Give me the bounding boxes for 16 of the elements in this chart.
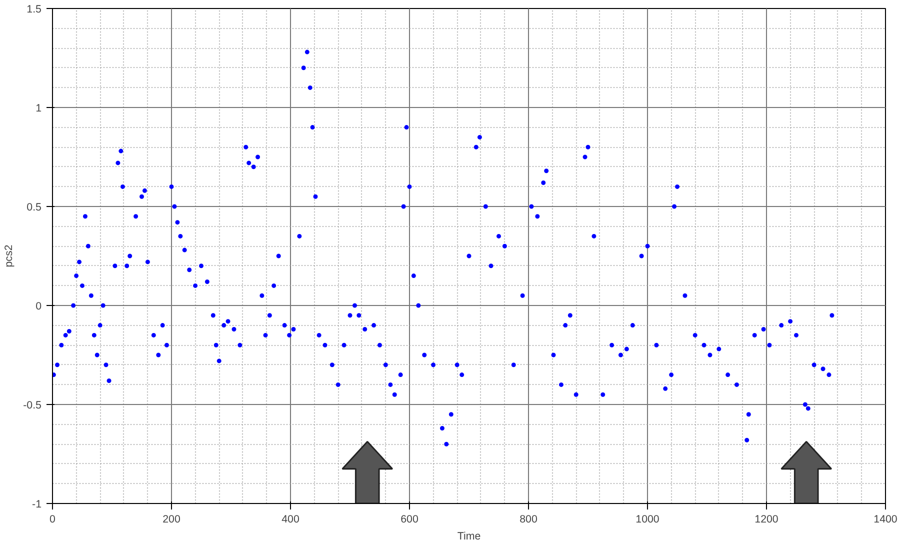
x-tick-label: 600 xyxy=(400,514,418,526)
y-tick-label: -0.5 xyxy=(23,400,42,412)
x-axis-title: Time xyxy=(457,530,481,542)
x-tick-label: 1000 xyxy=(636,514,660,526)
y-tick-label: 1.5 xyxy=(26,4,42,16)
x-tick-label: 1400 xyxy=(874,514,898,526)
y-axis-title: pcs2 xyxy=(3,244,16,268)
y-tick-label: -1 xyxy=(32,498,42,510)
y-tick-label: 1 xyxy=(36,102,42,114)
x-tick-label: 1200 xyxy=(754,514,778,526)
x-tick-label: 0 xyxy=(50,514,56,526)
x-tick-label: 800 xyxy=(520,514,538,526)
y-tick-label: 0 xyxy=(36,300,42,312)
x-tick-label: 200 xyxy=(162,514,180,526)
x-tick-label: 400 xyxy=(282,514,300,526)
y-tick-label: 0.5 xyxy=(26,202,42,214)
